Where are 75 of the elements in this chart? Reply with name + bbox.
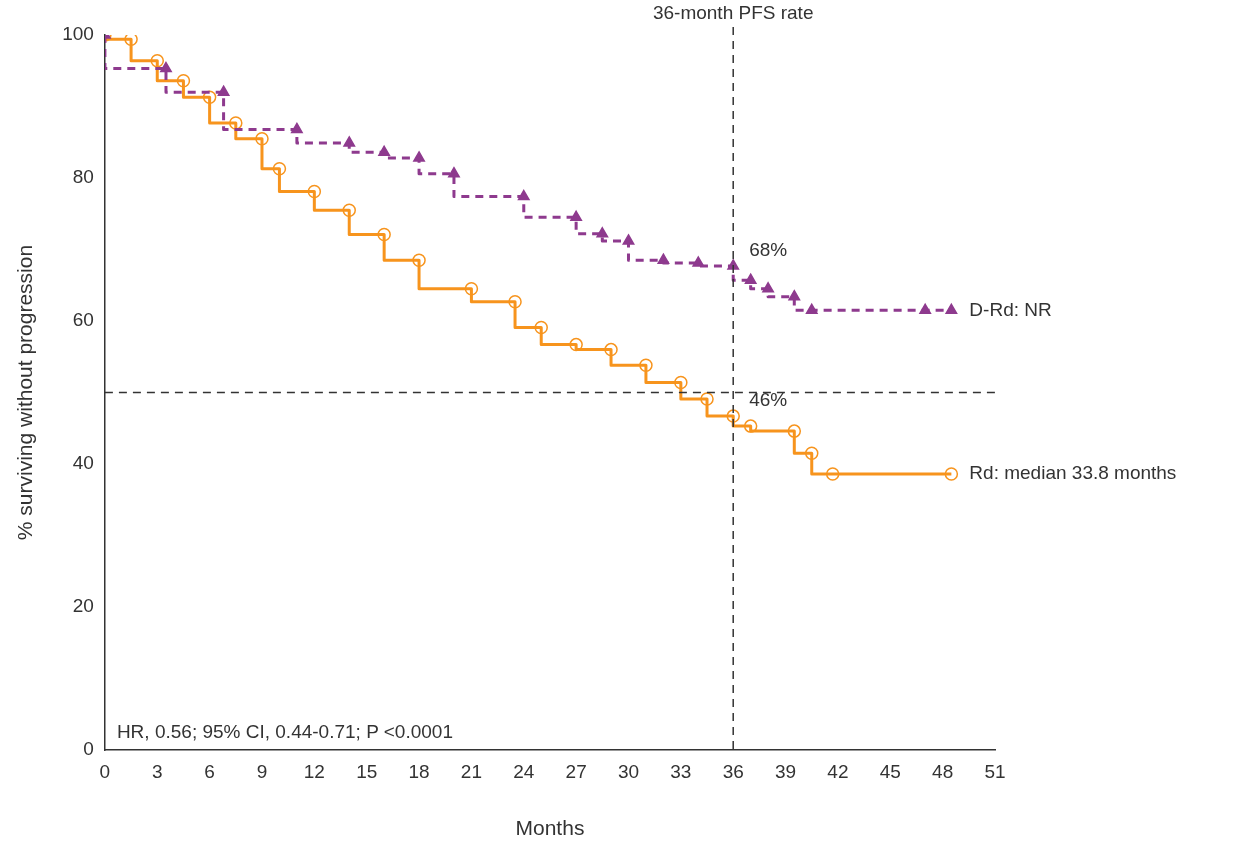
y-tick-label: 100: [62, 23, 94, 45]
point: [150, 53, 165, 68]
point: [726, 409, 740, 423]
x-tick-label: 18: [408, 760, 430, 782]
point: [413, 151, 425, 162]
x-tick-label: 45: [879, 760, 901, 782]
x-tick-label: 36: [722, 760, 744, 782]
x-tick-label: 42: [827, 760, 849, 782]
x-tick-label: 51: [984, 760, 1006, 782]
point: [517, 189, 530, 201]
point: [377, 227, 391, 242]
x-tick-label: 30: [617, 760, 640, 782]
point: [448, 166, 460, 178]
point: [622, 234, 635, 245]
point: [674, 375, 688, 390]
point: [604, 342, 618, 357]
point: [307, 184, 322, 199]
point: [805, 303, 818, 315]
annotation: HR, 0.56; 95% CI, 0.44-0.71; P <0.0001: [116, 720, 453, 742]
series-label: D-Rd: NR: [969, 298, 1052, 320]
x-tick-label: 0: [99, 760, 111, 782]
point: [272, 161, 287, 176]
point: [343, 136, 356, 147]
point: [919, 303, 932, 315]
point: [569, 337, 583, 352]
annotation: 68%: [749, 238, 788, 260]
point: [378, 145, 391, 157]
x-axis-title: Months: [515, 816, 585, 840]
x-tick-label: 21: [460, 760, 482, 782]
y-tick-label: 80: [72, 166, 94, 188]
point: [255, 131, 269, 146]
y-tick-label: 0: [83, 738, 94, 760]
point: [944, 467, 959, 481]
point: [945, 303, 958, 315]
x-tick-label: 9: [256, 760, 268, 782]
x-tick-label: 3: [151, 760, 163, 782]
point: [464, 282, 479, 296]
point: [596, 227, 609, 238]
x-tick-label: 24: [513, 760, 535, 782]
ref-line-label: 36-month PFS rate: [652, 1, 814, 23]
x-tick-label: 48: [932, 760, 954, 782]
point: [744, 273, 757, 284]
point: [700, 392, 714, 406]
point: [412, 253, 426, 267]
point: [762, 282, 775, 293]
point: [804, 446, 819, 461]
y-tick-label: 20: [72, 595, 94, 617]
y-axis-title: % surviving without progression: [13, 244, 37, 541]
point: [743, 419, 758, 433]
x-tick-label: 12: [303, 760, 325, 782]
point: [639, 358, 653, 373]
point: [342, 203, 356, 217]
y-tick-label: 40: [72, 452, 94, 474]
x-tick-label: 15: [356, 760, 378, 782]
point: [825, 467, 840, 481]
point: [176, 74, 191, 88]
x-tick-label: 33: [670, 760, 692, 782]
x-tick-label: 39: [774, 760, 797, 782]
annotation: 46%: [749, 388, 788, 410]
point: [202, 90, 217, 104]
series-label: Rd: median 33.8 months: [969, 462, 1177, 484]
point: [217, 85, 230, 96]
y-tick-label: 60: [72, 309, 94, 331]
point: [657, 253, 670, 264]
point: [160, 61, 172, 73]
point: [508, 294, 522, 309]
point: [788, 289, 801, 301]
point: [692, 256, 705, 267]
point: [290, 122, 303, 134]
x-tick-label: 6: [204, 760, 215, 782]
point: [229, 116, 243, 130]
x-tick-label: 27: [565, 760, 587, 782]
point: [534, 320, 548, 335]
point: [570, 210, 583, 222]
point: [787, 424, 802, 438]
